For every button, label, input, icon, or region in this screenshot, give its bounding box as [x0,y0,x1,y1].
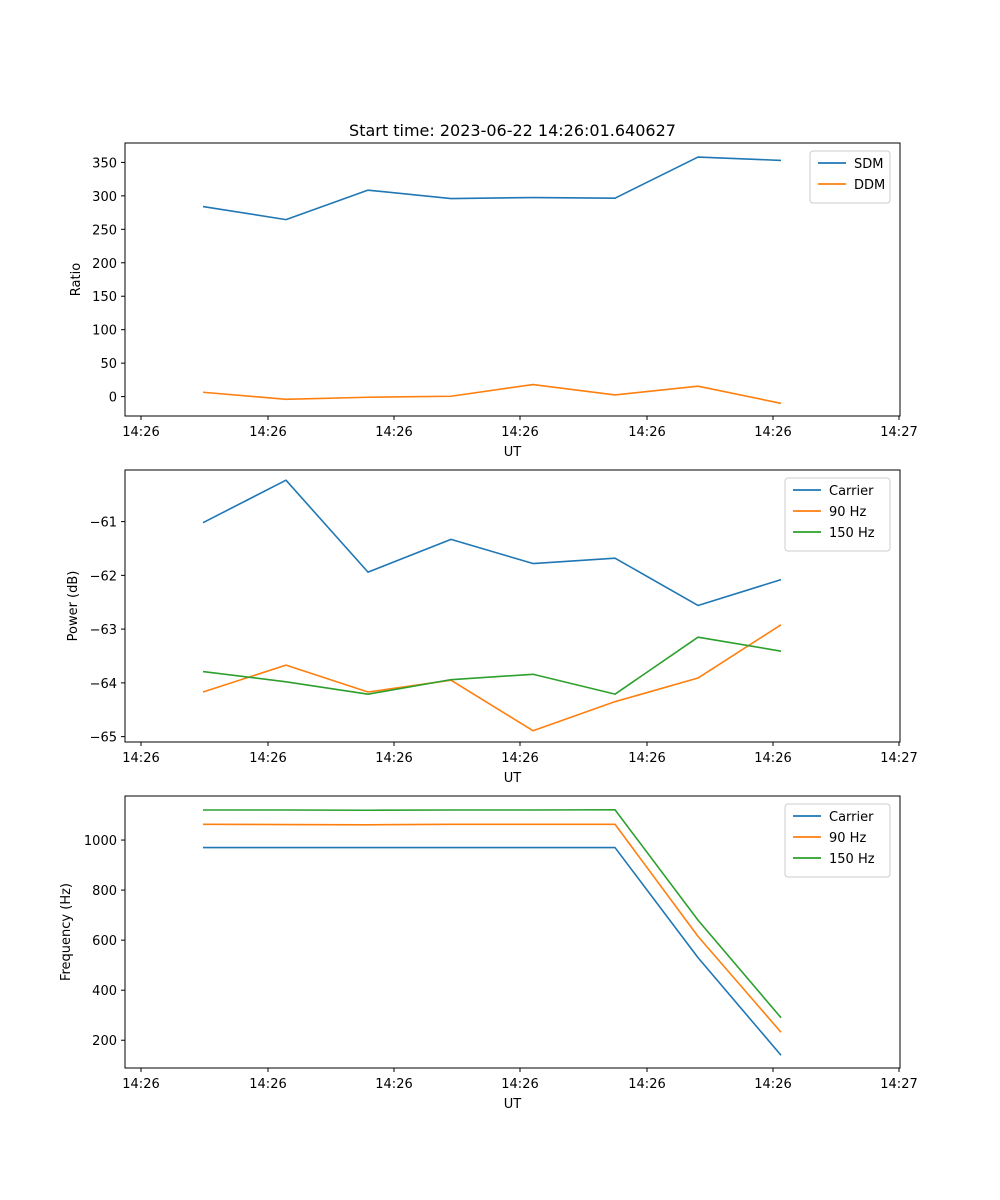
y-tick-label: 400 [92,984,117,999]
axes-frame [124,142,901,417]
y-tick-label: 1000 [84,834,117,849]
y-tick-label: 200 [92,257,117,272]
y-tick-label: 200 [92,1034,117,1049]
x-tick-label: 14:27 [880,751,917,766]
legend-box [809,150,891,204]
chart-title: Start time: 2023-06-22 14:26:01.640627 [349,121,676,140]
series-line-150-hz [203,808,782,1019]
axes-frame [124,469,901,743]
x-tick-label: 14:26 [754,1077,791,1092]
panel-2: 14:26 14:26 14:26 14:26 14:26 14:26 14:27 −61 −6… [66,469,918,786]
y-tick-label: −64 [90,677,117,692]
y-tick-label: 350 [92,156,117,171]
y-tick-label: −61 [90,516,117,531]
x-tick-label: 14:26 [375,425,412,440]
y-tick-label: 800 [92,884,117,899]
y-tick-label: 250 [92,223,117,238]
series-line-90-hz [202,823,782,1033]
x-tick-label: 14:26 [249,425,286,440]
y-tick-label: 300 [92,190,117,205]
y-axis-label: Power (dB) [66,571,81,642]
legend-label: 150 Hz [829,852,875,867]
legend-label: Carrier [829,484,874,499]
y-tick-label: −65 [90,731,117,746]
legend-label: 150 Hz [829,526,875,541]
series-line-carrier [202,479,782,607]
series-line-carrier [203,846,782,1056]
series-line-90-hz [202,624,782,732]
series-line-ddm [202,383,782,405]
y-axis-label: Frequency (Hz) [59,883,74,981]
series-line-150-hz [202,636,782,695]
axes-frame [124,795,901,1069]
x-tick-label: 14:26 [249,1077,286,1092]
x-tick-label: 14:26 [375,751,412,766]
y-tick-label: 0 [109,391,117,406]
x-axis-label: UT [504,771,522,786]
x-tick-label: 14:26 [375,1077,412,1092]
panel-3: 14:26 14:26 14:26 14:26 14:26 14:26 14:27 200 40… [59,795,918,1112]
legend-label: DDM [854,178,885,193]
x-tick-label: 14:26 [501,751,538,766]
x-tick-label: 14:26 [249,751,286,766]
x-tick-label: 14:27 [880,425,917,440]
x-axis-label: UT [504,1097,522,1112]
legend: Carrier 90 Hz 150 Hz [784,803,891,878]
legend: SDM DDM [809,150,891,204]
x-axis-label: UT [504,445,522,460]
x-tick-label: 14:26 [122,1077,159,1092]
legend-label: Carrier [829,810,874,825]
x-tick-label: 14:26 [501,425,538,440]
legend: Carrier 90 Hz 150 Hz [784,477,891,552]
y-tick-label: 50 [100,357,117,372]
y-axis-label: Ratio [69,263,84,296]
y-tick-label: 600 [92,934,117,949]
panel-1: 14:26 14:26 14:26 14:26 14:26 14:26 14:27 0 50 10… [69,121,918,460]
y-tick-label: 100 [92,324,117,339]
y-tick-label: −63 [90,623,117,638]
y-tick-label: −62 [90,569,117,584]
y-tick-label: 150 [92,290,117,305]
series-line-sdm [202,156,782,221]
legend-label: SDM [854,157,883,172]
legend-label: 90 Hz [829,831,866,846]
x-tick-label: 14:26 [501,1077,538,1092]
x-tick-label: 14:26 [122,751,159,766]
x-tick-label: 14:26 [754,751,791,766]
x-tick-label: 14:26 [628,751,665,766]
x-tick-label: 14:26 [628,1077,665,1092]
legend-label: 90 Hz [829,505,866,520]
x-tick-label: 14:26 [754,425,791,440]
x-tick-label: 14:26 [122,425,159,440]
x-tick-label: 14:26 [628,425,665,440]
x-tick-label: 14:27 [880,1077,917,1092]
